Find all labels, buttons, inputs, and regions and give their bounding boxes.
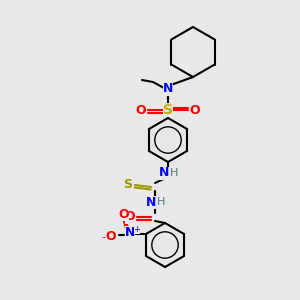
Text: N: N (146, 196, 156, 208)
Text: O: O (118, 208, 129, 220)
Text: O: O (106, 230, 116, 244)
Text: O: O (125, 211, 135, 224)
Text: O: O (136, 103, 146, 116)
Text: +: + (134, 224, 140, 233)
Text: H: H (157, 197, 165, 207)
Text: S: S (124, 178, 133, 191)
Text: O: O (190, 103, 200, 116)
Text: N: N (125, 226, 135, 238)
Text: -: - (102, 232, 106, 242)
Text: S: S (163, 103, 173, 117)
Text: N: N (159, 167, 169, 179)
Text: N: N (163, 82, 173, 95)
Text: H: H (170, 168, 178, 178)
